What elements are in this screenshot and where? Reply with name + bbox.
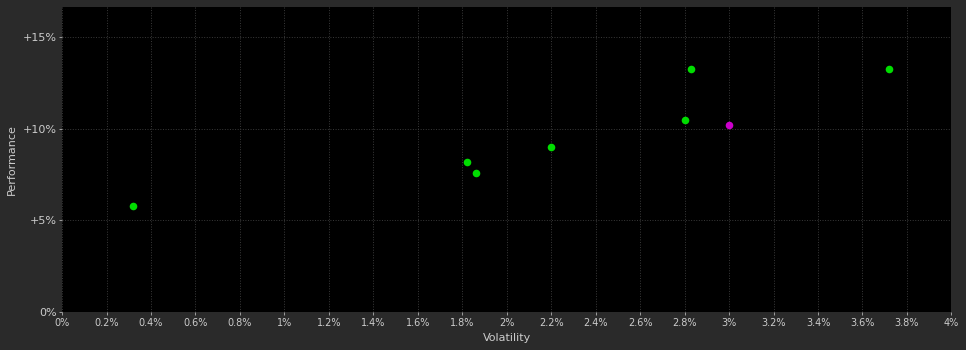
Y-axis label: Performance: Performance [7, 124, 17, 195]
Point [126, 203, 141, 209]
Point [677, 117, 693, 122]
Point [468, 170, 483, 176]
Point [544, 145, 559, 150]
Point [684, 66, 699, 71]
Point [459, 159, 474, 165]
Point [881, 66, 896, 71]
Point [722, 122, 737, 128]
X-axis label: Volatility: Volatility [483, 333, 531, 343]
